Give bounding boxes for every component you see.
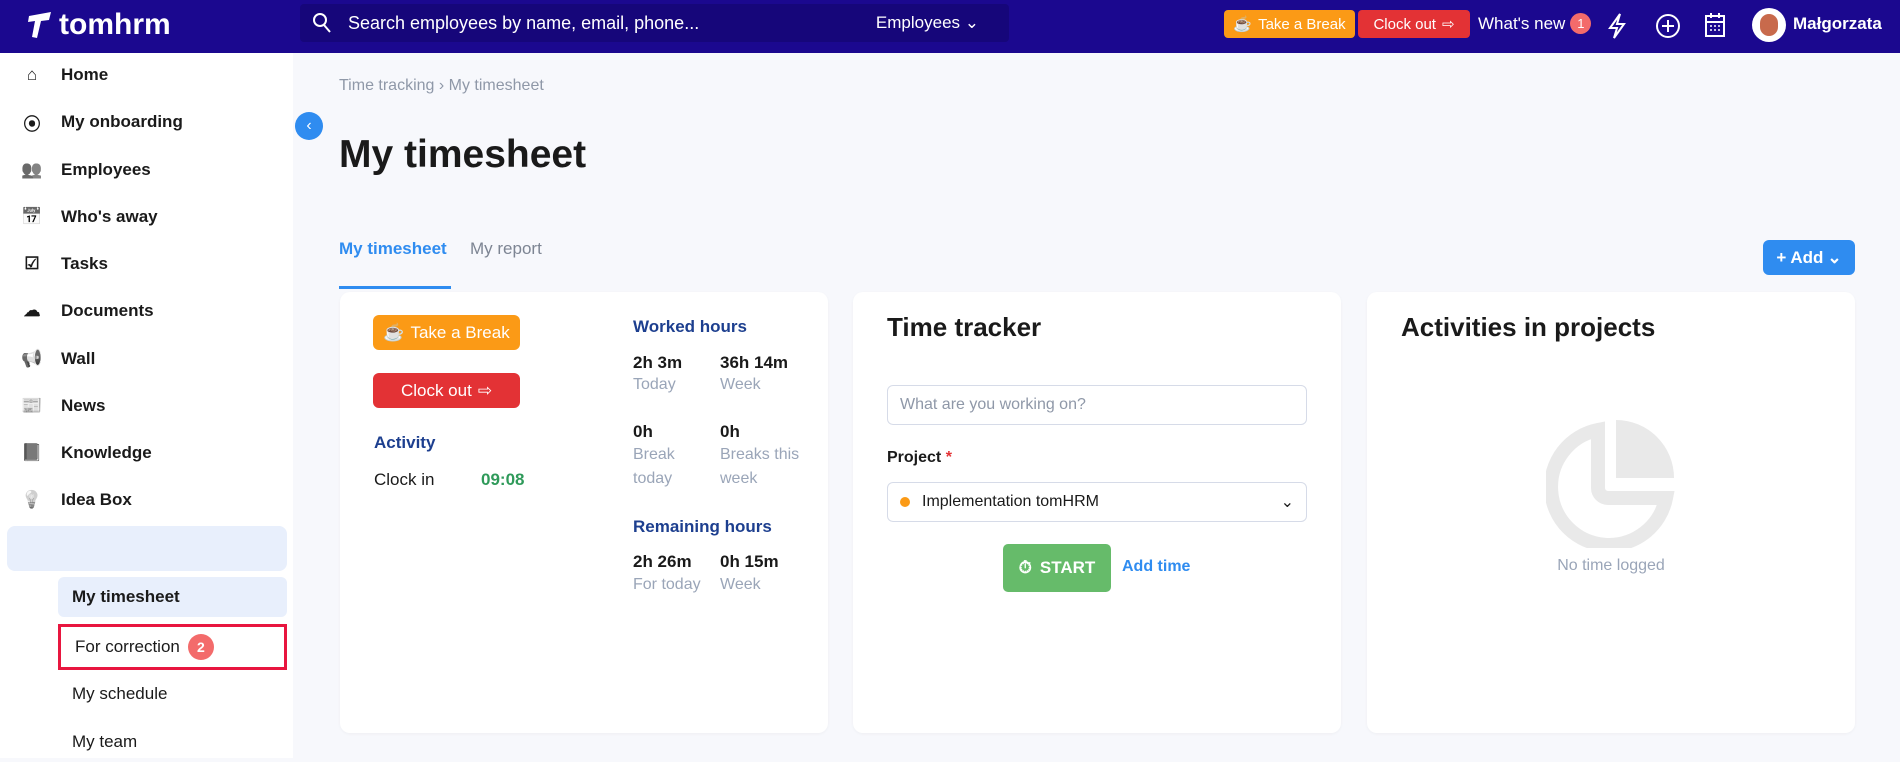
bolt-icon[interactable] — [1606, 12, 1628, 40]
tab-my-report[interactable]: My report — [470, 239, 542, 258]
location-pin-icon: ⦿ — [23, 114, 41, 134]
task-description-input[interactable]: What are you working on? — [887, 385, 1307, 425]
sidebar-subitem-my-timesheet[interactable]: My timesheet — [58, 577, 287, 617]
pie-chart-icon — [1546, 420, 1675, 548]
sidebar-item-who-s-away[interactable]: 📅 Who's away — [0, 197, 293, 237]
logo-icon — [28, 12, 51, 38]
empty-state-text: No time logged — [1557, 557, 1665, 574]
chevron-down-icon: ⌄ — [1827, 247, 1842, 267]
sidebar-subitem-my-team[interactable]: My team — [72, 732, 138, 751]
card-take-break-button[interactable]: ☕ Take a Break — [373, 315, 520, 350]
sidebar-item-employees[interactable]: 👥 Employees — [0, 150, 293, 190]
sidebar-item-home[interactable]: ⌂ Home — [0, 55, 293, 95]
summary-card: ☕ Take a Break Clock out ⇨ Activity Clock … — [340, 292, 828, 733]
breadcrumb: Time tracking › My timesheet — [339, 77, 544, 94]
user-name[interactable]: Małgorzata — [1793, 14, 1882, 33]
sidebar-item-wall[interactable]: 📢 Wall — [0, 339, 293, 379]
sidebar-subitem-for-correction[interactable]: For correction 2 — [58, 624, 287, 670]
sidebar: ⌂ Home ⦿ My onboarding 👥 Employees 📅 Who's away… — [0, 53, 293, 758]
checkbox-icon: ☑ — [24, 254, 40, 273]
top-bar: tomhrm Search employees by name, email, … — [0, 0, 1900, 53]
page-title: My timesheet — [339, 133, 587, 176]
clock-out-button[interactable]: Clock out ⇨ — [1358, 10, 1470, 38]
correction-count-badge: 2 — [187, 634, 214, 660]
coffee-icon: ☕ — [1233, 16, 1253, 33]
users-icon: 👥 — [21, 160, 43, 179]
newspaper-icon: 📰 — [21, 396, 43, 415]
start-timer-button[interactable]: ⏱ START — [1003, 544, 1111, 592]
calendar-icon[interactable] — [1704, 12, 1726, 38]
chevron-down-icon: ⌄ — [1280, 494, 1294, 511]
sidebar-item-documents[interactable]: ☁ Documents — [0, 291, 293, 331]
home-icon: ⌂ — [26, 65, 38, 84]
sidebar-item-my-onboarding[interactable]: ⦿ My onboarding — [0, 102, 293, 142]
search-scope-dropdown[interactable]: Employees ⌄ — [875, 13, 979, 32]
project-color-dot — [900, 497, 910, 507]
timer-icon: ⏱ — [1018, 558, 1032, 577]
book-icon: 📘 — [21, 443, 43, 462]
sidebar-item-news[interactable]: 📰 News — [0, 386, 293, 426]
search-icon — [312, 12, 332, 34]
project-select[interactable]: Implementation tomHRM ⌄ — [887, 482, 1307, 522]
megaphone-icon: 📢 — [21, 349, 43, 368]
avatar[interactable] — [1752, 8, 1786, 42]
take-break-button[interactable]: ☕ Take a Break — [1224, 10, 1355, 38]
cloud-icon: ☁ — [23, 301, 41, 320]
logout-icon: ⇨ — [1441, 16, 1455, 33]
lightbulb-icon: 💡 — [21, 490, 43, 509]
plus-circle-icon[interactable] — [1655, 13, 1681, 39]
calendar-user-icon: 📅 — [21, 207, 43, 226]
logo[interactable]: tomhrm — [27, 8, 171, 42]
clock-in-time: 09:08 — [481, 470, 525, 489]
logout-icon: ⇨ — [477, 380, 493, 400]
add-button[interactable]: + Add ⌄ — [1763, 240, 1855, 275]
sidebar-item-knowledge[interactable]: 📘 Knowledge — [0, 433, 293, 473]
card-clock-out-button[interactable]: Clock out ⇨ — [373, 373, 520, 408]
collapse-sidebar-button[interactable]: ‹ — [295, 112, 323, 140]
sidebar-item-tasks[interactable]: ☑ Tasks — [0, 244, 293, 284]
coffee-icon: ☕ — [383, 322, 405, 342]
add-time-link[interactable]: Add time — [1122, 558, 1191, 575]
activity-title: Activity — [374, 433, 436, 452]
tab-my-timesheet[interactable]: My timesheet — [339, 239, 447, 258]
plus-icon: + — [1776, 247, 1787, 267]
activities-card: Activities in projects No time logged — [1367, 292, 1855, 733]
chevron-left-icon: ‹ — [306, 117, 312, 134]
search-input[interactable]: Search employees by name, email, phone..… — [300, 4, 1009, 42]
whats-new-badge: 1 — [1570, 13, 1592, 34]
whats-new-link[interactable]: What's new 1 — [1478, 13, 1592, 34]
sidebar-subitem-my-schedule[interactable]: My schedule — [72, 684, 168, 703]
time-tracker-card: Time tracker What are you working on? Pr… — [853, 292, 1341, 733]
time-tracker-title: Time tracker — [887, 312, 1042, 342]
sidebar-item-idea-box[interactable]: 💡 Idea Box — [0, 480, 293, 520]
breadcrumb-parent[interactable]: Time tracking — [339, 77, 435, 94]
